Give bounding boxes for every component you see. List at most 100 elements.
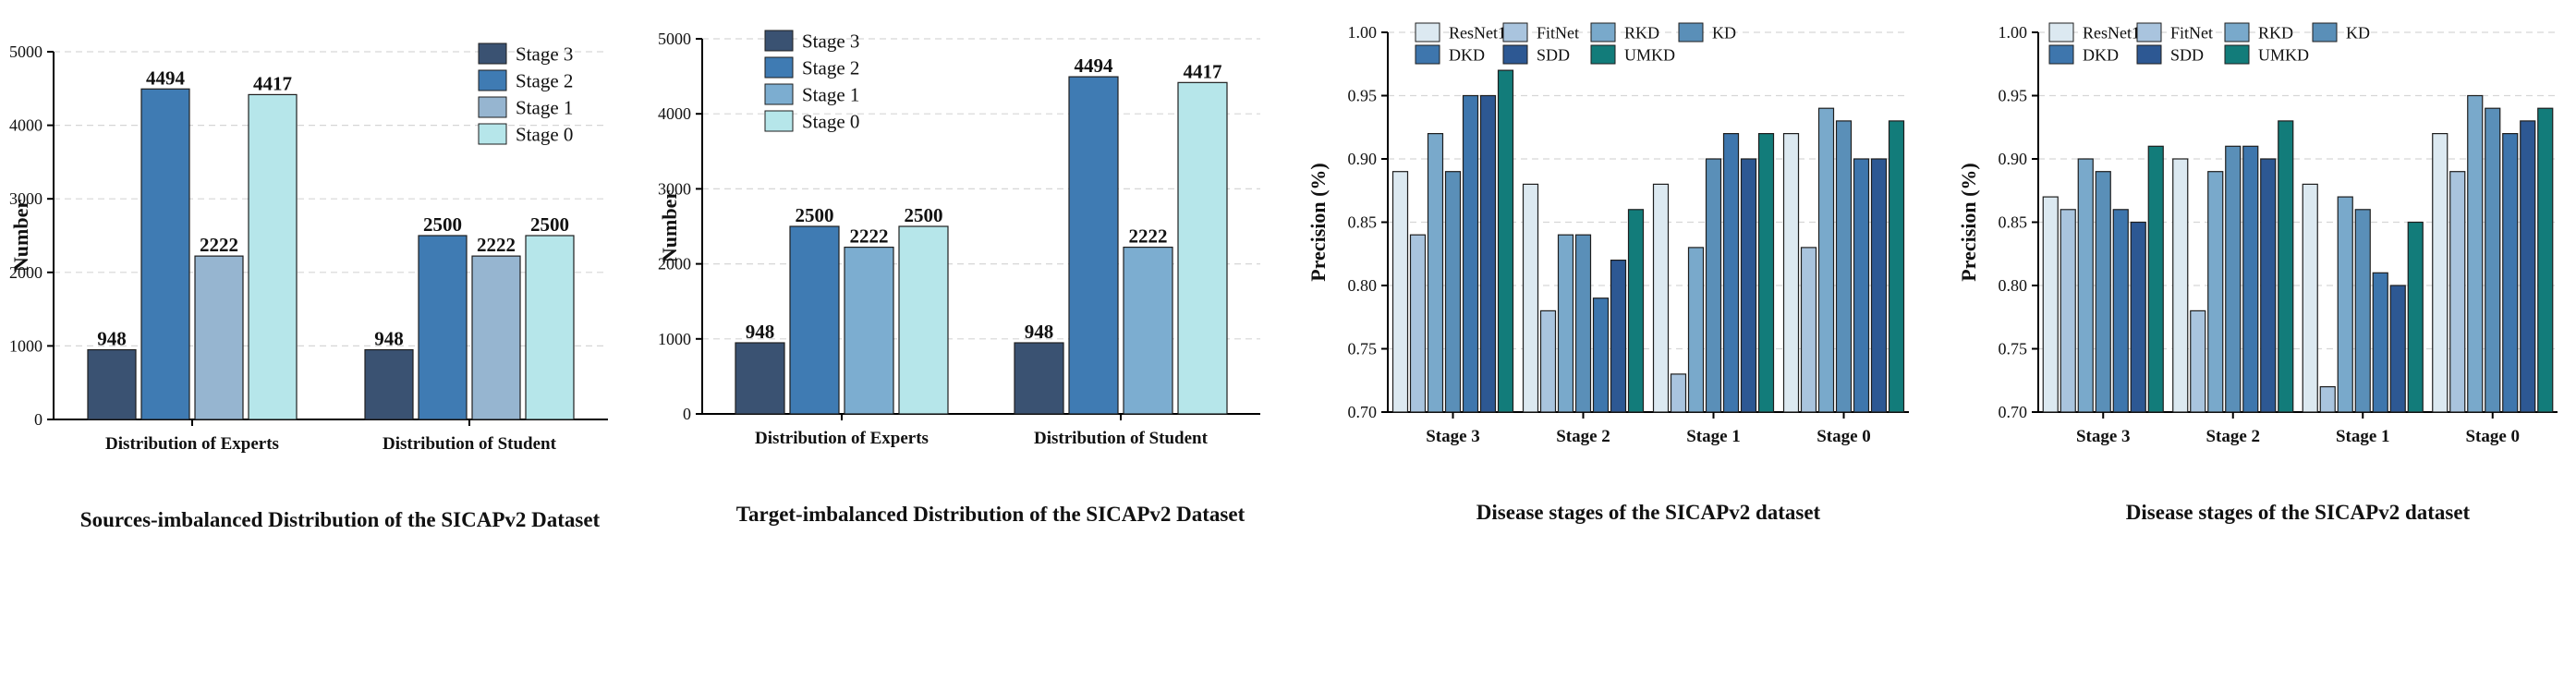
y-tick-label: 0.75 [1999, 340, 2028, 358]
bar-sdd [1740, 158, 1757, 413]
chart-2: 0 1000 2000 3000 4000 5000 Number 948 2500 2222 25… [658, 30, 1260, 526]
bar-sdd [2130, 221, 2146, 413]
bar-stage-3 [364, 348, 414, 420]
bar-resnet18 [2432, 133, 2448, 413]
bar-stage-1 [844, 246, 894, 415]
data-label: 2500 [423, 213, 462, 236]
y-tick-label: 4000 [9, 116, 43, 135]
legend-swatch [1590, 44, 1616, 65]
bar-stage-2 [140, 88, 190, 420]
bar-stage-0 [1177, 81, 1228, 415]
data-label: 948 [1025, 321, 1054, 343]
y-tick-label: 0.85 [1348, 213, 1378, 232]
data-label: 4417 [253, 72, 292, 94]
data-label: 2500 [796, 204, 834, 226]
legend-label: DKD [1449, 45, 1485, 64]
y-tick-label: 1000 [9, 336, 43, 355]
data-label: 2222 [477, 234, 516, 256]
y-tick-label: 1.00 [1999, 23, 2028, 42]
y-axis-label: Precision (%) [1957, 163, 1980, 282]
bar-sdd [1479, 94, 1497, 413]
x-tick-label: Distribution of Student [383, 434, 557, 454]
bar-resnet18 [1522, 183, 1539, 413]
legend: ResNet18 FitNet RKD KD DKD SDD UMKD [1415, 22, 1736, 65]
legend-swatch [1502, 44, 1528, 65]
bar-fitnet [2319, 386, 2336, 413]
legend-swatch [2224, 22, 2250, 42]
y-tick-label: 2000 [658, 255, 691, 273]
bar-rkd [1557, 234, 1574, 413]
legend-label: Stage 3 [516, 42, 573, 65]
bar-rkd [1687, 247, 1705, 413]
bar-dkd [1722, 133, 1740, 413]
bar-stage-1 [1123, 246, 1173, 415]
bar-sdd [1610, 260, 1627, 413]
y-tick-label: 0.95 [1999, 87, 2028, 105]
bar-sdd [2520, 120, 2536, 413]
bar-rkd [1817, 107, 1835, 413]
x-tick-label: Distribution of Experts [755, 429, 929, 448]
bar-stage-3 [1014, 342, 1064, 415]
y-tick-label: 0.80 [1348, 276, 1378, 295]
bar-umkd [2537, 107, 2554, 413]
legend-label: Stage 2 [802, 56, 859, 79]
chart-title: Target-imbalanced Distribution of the SI… [736, 503, 1245, 526]
x-tick-label: Distribution of Experts [105, 434, 279, 454]
data-label: 4494 [1075, 55, 1114, 77]
bar-kd [2485, 107, 2501, 413]
bar-stage-3 [735, 342, 785, 415]
bar-sdd [1870, 158, 1888, 413]
bar-umkd [1497, 69, 1514, 413]
legend-swatch [1678, 22, 1704, 42]
y-tick-label: 5000 [9, 42, 43, 61]
bar-stage-2 [1068, 76, 1119, 415]
legend-swatch [2312, 22, 2338, 42]
legend-label: ResNet18 [2083, 23, 2148, 42]
data-label: 2222 [1129, 225, 1168, 248]
legend-label: UMKD [1624, 45, 1675, 64]
bar-kd [1574, 234, 1592, 413]
x-tick-label: Stage 2 [1556, 427, 1610, 446]
data-label: 4417 [1184, 60, 1222, 82]
legend-label: UMKD [2258, 45, 2309, 64]
bar-fitnet [1539, 310, 1557, 413]
bar-dkd [2502, 133, 2519, 413]
legend-swatch [478, 96, 507, 118]
bar-umkd [2407, 221, 2424, 413]
bar-kd [2225, 145, 2242, 413]
legend-swatch [764, 56, 794, 79]
y-tick-label: 0 [683, 405, 691, 423]
chart-4: 0.70 0.75 0.80 0.85 0.90 0.95 1.00 Precision (%… [1957, 22, 2558, 524]
bar-dkd [1853, 158, 1870, 413]
bar-stage-0 [525, 235, 575, 420]
legend-swatch [764, 110, 794, 132]
x-tick-label: Stage 0 [1817, 427, 1871, 446]
data-label: 948 [374, 328, 404, 350]
y-axis-label: Precision (%) [1306, 163, 1330, 282]
y-tick-label: 0.90 [1999, 150, 2028, 168]
bar-dkd [1462, 94, 1479, 413]
x-tick-label: Distribution of Student [1034, 429, 1209, 448]
data-label: 948 [746, 321, 775, 343]
bar-dkd [1592, 298, 1610, 413]
y-tick-label: 0.75 [1348, 340, 1378, 358]
y-tick-label: 0.70 [1348, 403, 1378, 421]
y-tick-label: 3000 [658, 179, 691, 198]
bar-resnet18 [2042, 196, 2059, 413]
legend: Stage 3 Stage 2 Stage 1 Stage 0 [478, 42, 573, 145]
y-tick-label: 0.90 [1348, 150, 1378, 168]
bar-fitnet [1670, 373, 1687, 413]
y-axis-label: Number [9, 200, 32, 272]
legend-swatch [478, 42, 507, 65]
y-tick-label: 5000 [658, 30, 691, 48]
data-label: 2222 [850, 225, 889, 248]
bar-fitnet [2190, 310, 2206, 413]
bar-kd [2095, 171, 2111, 413]
bar-umkd [1888, 120, 1905, 413]
data-label: 2500 [530, 213, 569, 236]
chart-3: 0.70 0.75 0.80 0.85 0.90 0.95 1.00 Precision (%… [1306, 22, 1909, 524]
bar-rkd [2337, 196, 2353, 413]
legend-swatch [2136, 44, 2162, 65]
legend: Stage 3 Stage 2 Stage 1 Stage 0 [764, 30, 859, 132]
